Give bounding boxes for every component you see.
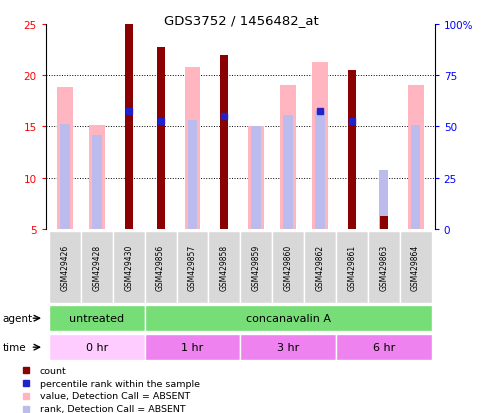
Text: GSM429859: GSM429859	[252, 244, 261, 290]
Text: count: count	[40, 366, 67, 375]
Text: GSM429856: GSM429856	[156, 244, 165, 290]
Bar	[408, 86, 424, 229]
Text: rank, Detection Call = ABSENT: rank, Detection Call = ABSENT	[40, 404, 185, 413]
Bar	[379, 171, 388, 229]
Bar	[368, 231, 399, 304]
Text: 1 hr: 1 hr	[181, 342, 204, 352]
Bar	[113, 231, 145, 304]
Text: GSM429864: GSM429864	[411, 244, 420, 290]
Bar	[315, 112, 325, 229]
Bar	[125, 25, 133, 229]
Text: percentile rank within the sample: percentile rank within the sample	[40, 379, 200, 387]
Bar	[49, 231, 81, 304]
Bar	[336, 335, 431, 360]
Bar	[49, 306, 145, 331]
Text: GDS3752 / 1456482_at: GDS3752 / 1456482_at	[164, 14, 319, 27]
Bar	[220, 55, 228, 229]
Bar	[241, 231, 272, 304]
Bar	[145, 306, 431, 331]
Text: GSM429430: GSM429430	[124, 244, 133, 291]
Text: time: time	[2, 342, 26, 352]
Bar	[185, 68, 200, 229]
Bar	[252, 127, 261, 229]
Text: agent: agent	[2, 313, 32, 323]
Bar	[411, 126, 420, 229]
Bar	[241, 335, 336, 360]
Bar	[399, 231, 431, 304]
Bar	[177, 231, 209, 304]
Bar	[89, 126, 105, 229]
Bar	[280, 86, 296, 229]
Text: GSM429861: GSM429861	[347, 244, 356, 290]
Bar	[145, 231, 177, 304]
Bar	[92, 135, 101, 229]
Text: GSM429858: GSM429858	[220, 244, 229, 290]
Bar	[380, 217, 388, 229]
Bar	[188, 121, 197, 229]
Text: GSM429428: GSM429428	[92, 244, 101, 290]
Bar	[57, 88, 73, 229]
Bar	[209, 231, 241, 304]
Text: GSM429863: GSM429863	[379, 244, 388, 290]
Text: value, Detection Call = ABSENT: value, Detection Call = ABSENT	[40, 392, 190, 400]
Bar	[81, 231, 113, 304]
Bar	[272, 231, 304, 304]
Bar	[336, 231, 368, 304]
Bar	[284, 116, 293, 229]
Text: GSM429860: GSM429860	[284, 244, 293, 290]
Text: untreated: untreated	[70, 313, 125, 323]
Bar	[49, 335, 145, 360]
Text: concanavalin A: concanavalin A	[245, 313, 330, 323]
Text: 0 hr: 0 hr	[86, 342, 108, 352]
Bar	[348, 71, 356, 229]
Text: 6 hr: 6 hr	[372, 342, 395, 352]
Text: GSM429862: GSM429862	[315, 244, 325, 290]
Bar	[312, 63, 328, 229]
Text: GSM429426: GSM429426	[60, 244, 70, 290]
Bar	[304, 231, 336, 304]
Bar	[60, 125, 70, 229]
Text: GSM429857: GSM429857	[188, 244, 197, 290]
Bar	[156, 48, 165, 229]
Text: 3 hr: 3 hr	[277, 342, 299, 352]
Bar	[145, 335, 241, 360]
Bar	[248, 127, 264, 229]
